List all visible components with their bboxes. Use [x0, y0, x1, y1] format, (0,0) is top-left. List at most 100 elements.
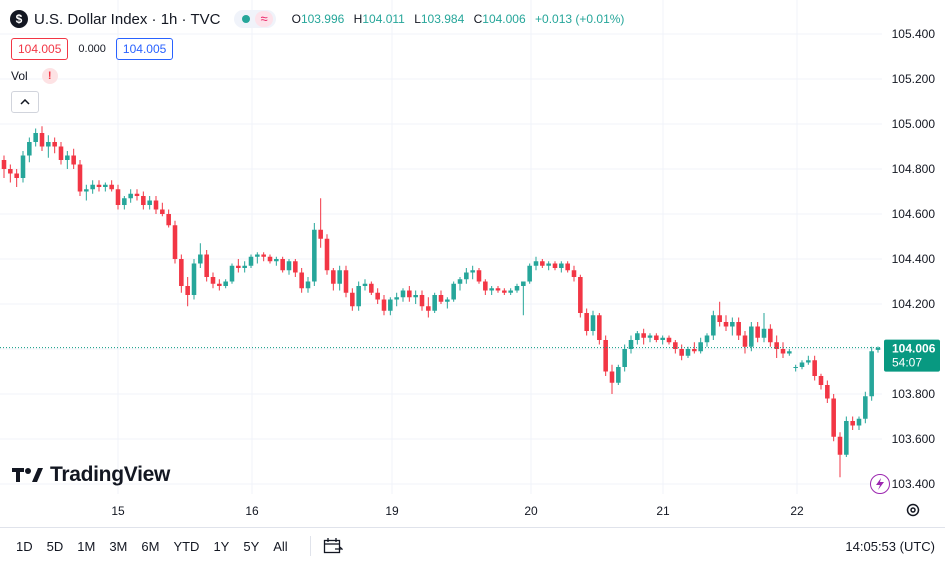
sell-price-button[interactable]: 104.005 — [11, 38, 69, 60]
candle-body — [578, 277, 583, 313]
candle-body — [223, 281, 228, 286]
collapse-legend-button[interactable] — [11, 91, 39, 113]
settings-icon[interactable] — [905, 502, 921, 522]
candle-body — [160, 209, 165, 214]
candle — [407, 286, 412, 302]
open-value: 103.996 — [300, 12, 345, 26]
high-key: H — [353, 12, 363, 26]
candle-body — [109, 184, 114, 190]
candle — [426, 297, 431, 318]
candle-body — [419, 295, 425, 307]
range-3m[interactable]: 3M — [109, 538, 128, 554]
candle — [831, 394, 836, 442]
bolt-icon[interactable] — [870, 474, 890, 494]
price-tick-label: 104.400 — [892, 252, 936, 266]
candle-body — [77, 164, 83, 192]
candle-body — [635, 333, 640, 340]
candle — [52, 137, 57, 154]
buy-price-button[interactable]: 104.005 — [115, 38, 174, 60]
price-tick-label: 104.200 — [892, 297, 936, 311]
candle — [571, 265, 577, 282]
candle — [324, 234, 330, 275]
last-price-badge: 104.006 54:07 — [884, 339, 940, 372]
range-all[interactable]: All — [273, 538, 288, 554]
candle-body — [489, 288, 494, 291]
candle-body — [39, 133, 45, 147]
candle — [730, 317, 735, 336]
candle-body — [337, 270, 342, 284]
candle — [666, 335, 672, 345]
range-6m[interactable]: 6M — [141, 538, 160, 554]
candle-body — [483, 281, 488, 291]
warning-icon[interactable]: ! — [41, 68, 58, 84]
range-ytd[interactable]: YTD — [173, 538, 200, 554]
candle-body — [711, 315, 716, 336]
candle-body — [603, 340, 608, 372]
range-1d[interactable]: 1D — [16, 538, 33, 554]
candle — [147, 196, 152, 210]
candle — [559, 261, 564, 273]
candle-body — [464, 272, 469, 280]
candle — [445, 297, 450, 309]
candle-body — [153, 200, 159, 210]
candle — [280, 256, 285, 273]
range-5d[interactable]: 5D — [46, 538, 64, 554]
dollar-icon[interactable]: $ — [10, 10, 28, 28]
candle — [787, 349, 792, 356]
candle-body — [388, 299, 393, 311]
candle-body — [502, 290, 507, 293]
candle-body — [90, 184, 95, 190]
candle-body — [692, 349, 697, 352]
candle — [312, 223, 317, 286]
candle-body — [647, 335, 653, 338]
ohlc-values: O103.996 H104.011 L103.984 C104.006 +0.0… — [292, 12, 631, 26]
candle-body — [495, 288, 501, 291]
candle-body — [331, 270, 336, 284]
candle — [122, 196, 127, 210]
tradingview-logo[interactable]: TradingView — [12, 463, 170, 487]
candle-body — [622, 349, 627, 367]
range-5y[interactable]: 5Y — [243, 538, 260, 554]
candle-body — [742, 335, 748, 347]
market-status[interactable]: ≈ — [234, 10, 276, 28]
candle-body — [641, 333, 646, 338]
candle — [128, 189, 133, 203]
candle — [476, 268, 482, 284]
candle — [521, 281, 526, 316]
candle — [774, 335, 779, 358]
candle-body — [400, 290, 406, 298]
candle-body — [33, 133, 38, 142]
gear-icon — [906, 503, 920, 517]
candle-body — [749, 326, 754, 347]
candle-body — [774, 342, 779, 349]
candle-body — [204, 254, 209, 277]
candle-body — [381, 299, 387, 311]
candle — [14, 169, 19, 187]
candle-body — [679, 349, 684, 356]
candle-body — [831, 398, 836, 437]
candle — [274, 256, 279, 266]
symbol-title[interactable]: U.S. Dollar Index · 1h · TVC — [34, 10, 221, 28]
candle — [198, 243, 203, 268]
candle — [343, 265, 349, 298]
range-1m[interactable]: 1M — [77, 538, 96, 554]
volume-label[interactable]: Vol — [11, 69, 28, 83]
candle — [628, 335, 634, 354]
price-tick-label: 104.800 — [892, 162, 936, 176]
candle-body — [362, 283, 368, 286]
range-1y[interactable]: 1Y — [213, 538, 230, 554]
low-value: 103.984 — [420, 12, 465, 26]
candle — [27, 137, 32, 163]
candle-body — [46, 142, 51, 147]
candle — [603, 335, 608, 376]
candle-body — [248, 256, 254, 266]
time-tick-label: 21 — [656, 504, 670, 518]
candle — [844, 416, 849, 457]
candle-body — [375, 292, 380, 300]
candle-body — [863, 396, 868, 419]
symbol-legend: $ U.S. Dollar Index · 1h · TVC ≈ O103.99… — [10, 10, 630, 28]
utc-clock[interactable]: 14:05:53 (UTC) — [845, 538, 935, 554]
price-chart[interactable]: 105.400 105.200 105.000 104.800 104.600 104.4… — [0, 0, 945, 527]
go-to-date-button[interactable] — [309, 536, 343, 556]
bar-countdown-label: 54:07 — [892, 356, 922, 370]
